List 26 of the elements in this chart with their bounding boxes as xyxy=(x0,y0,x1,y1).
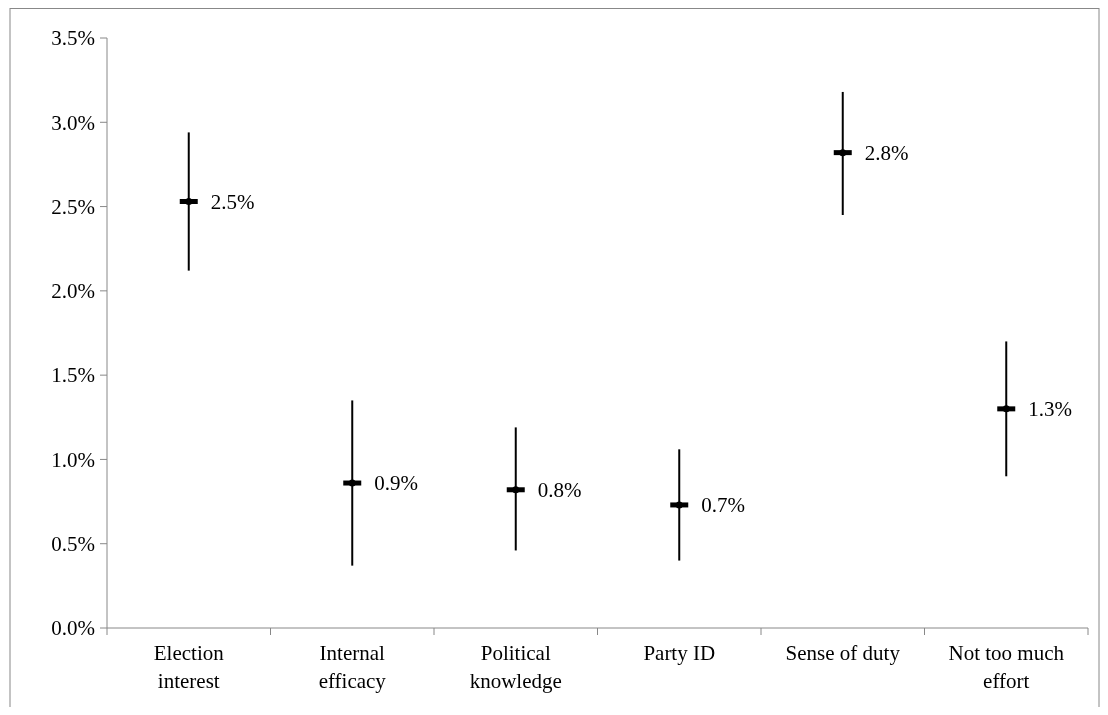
point xyxy=(839,149,847,157)
x-tick-label: Not too much effort xyxy=(948,641,1065,693)
point xyxy=(348,479,356,487)
x-tick-label: Sense of duty xyxy=(785,641,901,665)
data-label: 0.9% xyxy=(374,471,418,496)
x-tick-label: Election interest xyxy=(153,641,225,693)
y-tick-label: 1.5% xyxy=(51,363,95,388)
point xyxy=(185,198,193,206)
y-tick-label: 3.5% xyxy=(51,26,95,51)
x-tick-label: Internal efficacy xyxy=(318,641,387,693)
data-label: 2.5% xyxy=(210,189,255,214)
y-tick-label: 1.0% xyxy=(51,447,95,472)
point xyxy=(1002,405,1010,413)
point xyxy=(512,486,520,494)
data-label: 1.3% xyxy=(1028,397,1072,422)
data-label: 0.7% xyxy=(701,493,745,518)
data-label: 2.8% xyxy=(864,140,909,165)
x-tick-label: Political knowledge xyxy=(469,641,562,693)
y-tick-label: 2.5% xyxy=(51,194,95,219)
data-label: 0.8% xyxy=(537,478,582,503)
y-tick-label: 0.0% xyxy=(51,616,95,641)
y-tick-label: 0.5% xyxy=(51,532,95,557)
point xyxy=(675,501,683,509)
x-tick-label: Party ID xyxy=(643,641,716,665)
y-tick-label: 2.0% xyxy=(51,279,95,304)
y-tick-label: 3.0% xyxy=(51,110,95,135)
